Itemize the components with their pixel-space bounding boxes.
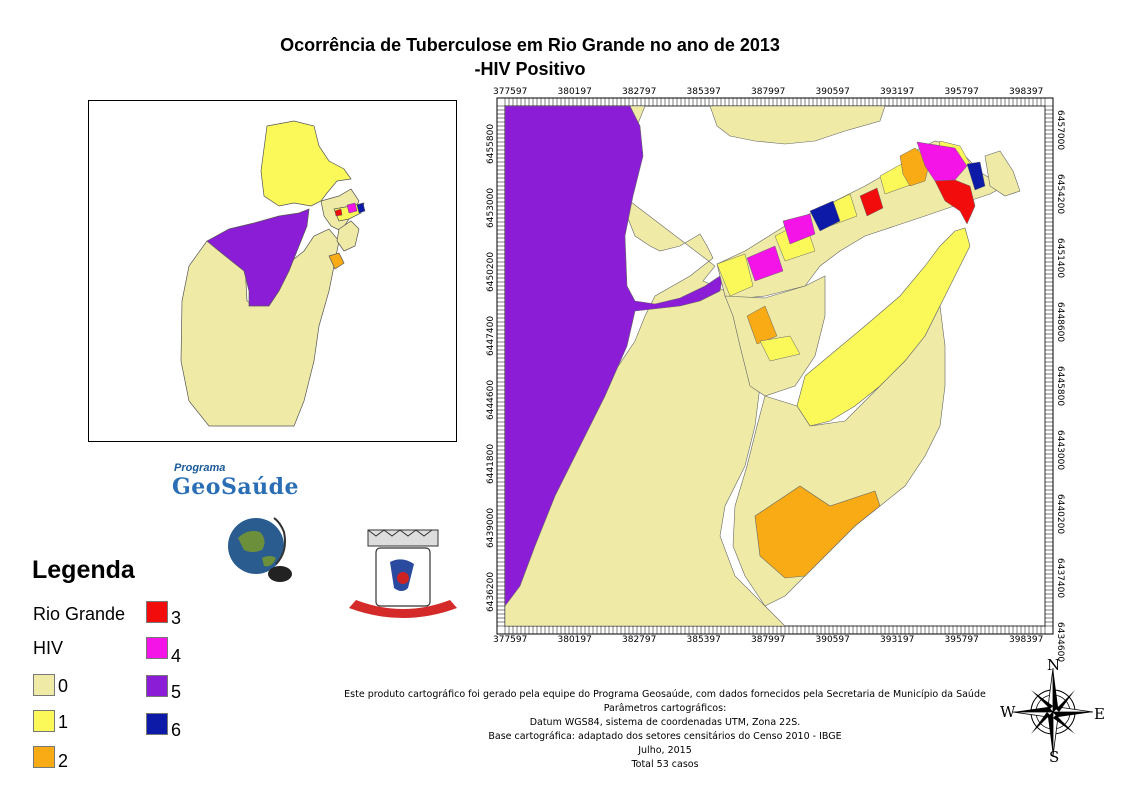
x-tick-top-label: 398397 xyxy=(1009,87,1044,97)
x-tick-bottom-label: 377597 xyxy=(493,635,528,645)
region-yellow-small xyxy=(759,335,801,362)
legend-swatch-4 xyxy=(146,637,168,659)
legend-swatch-5 xyxy=(146,675,168,697)
region-city-yellow-1 xyxy=(716,253,754,297)
credits-line-4: Base cartográfica: adaptado dos setores … xyxy=(488,731,842,742)
y-tick-right-label: 6457000 xyxy=(1055,110,1065,151)
x-tick-top-label: 377597 xyxy=(493,87,528,97)
main-map-frame: 377597 377597 380197 380197 382797 382797 3853… xyxy=(485,86,1065,662)
region-city-magenta-1 xyxy=(746,245,784,282)
region-city-blue-1 xyxy=(809,200,841,232)
region-east-yellow xyxy=(796,227,971,427)
legend-swatch-2 xyxy=(33,746,55,768)
legend-title: Legenda xyxy=(32,556,135,584)
map-subtitle: -HIV Positivo xyxy=(474,59,586,79)
legend-layer-name: Rio Grande xyxy=(33,604,126,624)
compass-s-label: S xyxy=(1049,748,1060,766)
x-tick-top-label: 382797 xyxy=(622,87,657,97)
x-tick-bottom-label: 393197 xyxy=(880,635,915,645)
x-tick-bottom-label: 385397 xyxy=(686,635,721,645)
y-tick-right-label: 6443000 xyxy=(1055,430,1065,471)
legend-swatch-1 xyxy=(33,710,55,732)
y-tick-left-label: 6453000 xyxy=(486,187,496,228)
inset-region-red xyxy=(334,208,343,217)
legend-label-5: 5 xyxy=(171,682,182,702)
inset-map-svg xyxy=(180,120,366,427)
y-tick-left-label: 6447400 xyxy=(486,315,496,356)
rio-grande-coat-of-arms-icon xyxy=(346,528,460,624)
y-tick-left-label: 6439000 xyxy=(486,507,496,548)
y-tick-right-label: 6451400 xyxy=(1055,238,1065,279)
credits-line-6: Total 53 casos xyxy=(631,759,699,770)
legend-label-3: 3 xyxy=(171,608,182,628)
y-tick-left-label: 6444600 xyxy=(486,379,496,420)
credits-line-1: Este produto cartográfico foi gerado pel… xyxy=(344,689,986,700)
region-city-blue-2 xyxy=(966,161,986,191)
y-tick-right-label: 6440200 xyxy=(1055,494,1065,535)
inset-region-blue xyxy=(356,202,366,214)
y-tick-right-label: 6448600 xyxy=(1055,302,1065,343)
credits-line-3: Datum WGS84, sistema de coordenadas UTM,… xyxy=(529,717,801,728)
y-tick-right-label: 6437400 xyxy=(1055,558,1065,599)
legend-label-1: 1 xyxy=(58,712,69,732)
region-north-lagoon-shore xyxy=(709,106,886,145)
region-city-red-2 xyxy=(934,179,976,225)
inset-region-orange xyxy=(328,252,345,270)
geosaude-program-label: Programa xyxy=(174,462,226,474)
legend-label-2: 2 xyxy=(58,751,69,771)
legend-field-name: HIV xyxy=(33,638,64,658)
x-tick-bottom-label: 398397 xyxy=(1009,635,1044,645)
x-tick-top-label: 390597 xyxy=(815,87,850,97)
x-tick-top-label: 395797 xyxy=(944,87,979,97)
geosaude-name-label: GeoSaúde xyxy=(172,474,299,500)
inset-region-islands xyxy=(336,220,360,252)
x-tick-top-label: 393197 xyxy=(880,87,915,97)
x-tick-top-label: 387997 xyxy=(751,87,786,97)
region-south-orange xyxy=(754,485,881,579)
region-city-magenta-2 xyxy=(782,213,816,245)
legend-label-6: 6 xyxy=(171,720,182,740)
geosaude-logo: Programa GeoSaúde xyxy=(160,462,320,592)
region-city-red-1 xyxy=(859,187,884,217)
legend-swatch-6 xyxy=(146,713,168,735)
compass-w-label: W xyxy=(1000,703,1016,721)
inset-region-north-yellow xyxy=(260,120,352,207)
y-tick-left-label: 6436200 xyxy=(486,571,496,612)
legend-label-4: 4 xyxy=(171,646,182,666)
y-tick-left-label: 6441800 xyxy=(486,443,496,484)
y-tick-left-label: 6450200 xyxy=(486,251,496,292)
x-tick-bottom-label: 380197 xyxy=(557,635,592,645)
legend-label-0: 0 xyxy=(58,676,69,696)
x-tick-bottom-label: 382797 xyxy=(622,635,657,645)
region-purple-west xyxy=(505,106,724,607)
x-tick-bottom-label: 387997 xyxy=(751,635,786,645)
x-tick-bottom-label: 390597 xyxy=(815,635,850,645)
y-tick-right-label: 6454200 xyxy=(1055,174,1065,215)
compass-n-label: N xyxy=(1047,656,1061,674)
credits-line-5: Julho, 2015 xyxy=(638,745,692,756)
x-tick-top-label: 385397 xyxy=(686,87,721,97)
y-tick-right-label: 6445800 xyxy=(1055,366,1065,407)
credits-line-2: Parâmetros cartográficos: xyxy=(603,703,727,714)
x-tick-top-label: 380197 xyxy=(557,87,592,97)
x-tick-bottom-label: 395797 xyxy=(944,635,979,645)
compass-e-label: E xyxy=(1094,705,1105,723)
inset-region-purple xyxy=(206,208,310,307)
inset-region-magenta xyxy=(346,202,358,214)
compass-rose-icon: N S W E xyxy=(1000,656,1106,766)
legend-swatch-0 xyxy=(33,674,55,696)
map-credits: Este produto cartográfico foi gerado pel… xyxy=(300,688,1030,772)
region-northeast xyxy=(984,150,1021,197)
legend-swatch-3 xyxy=(146,601,168,623)
globe-mouse-icon xyxy=(228,517,292,582)
map-title: Ocorrência de Tuberculose em Rio Grande … xyxy=(280,35,780,55)
main-map-svg xyxy=(496,97,1054,635)
region-orange-small xyxy=(746,305,778,345)
inset-overview-map xyxy=(88,100,457,442)
y-tick-left-label: 6455800 xyxy=(486,123,496,164)
